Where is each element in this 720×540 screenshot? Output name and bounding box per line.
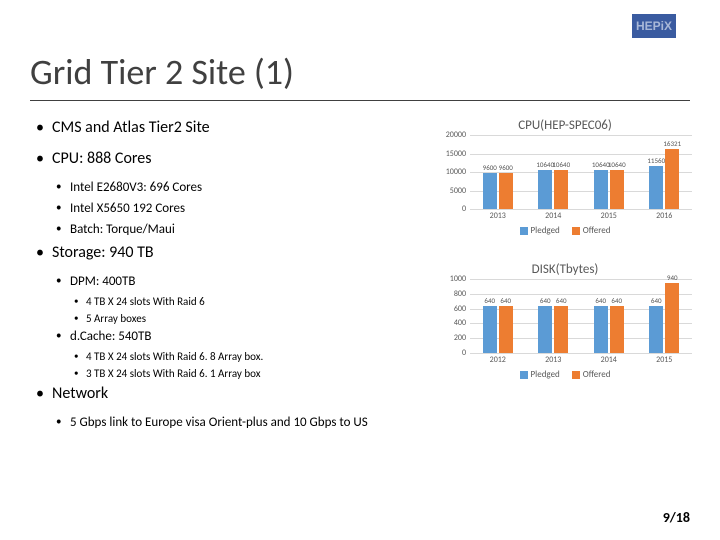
bar: 16321 [665, 149, 679, 209]
bar: 640 [538, 306, 552, 353]
bar-value-label: 640 [556, 296, 567, 305]
y-tick-label: 800 [438, 289, 466, 299]
legend-label: Offered [583, 369, 611, 380]
bar: 640 [649, 306, 663, 353]
y-tick-label: 1000 [438, 274, 466, 284]
y-tick-label: 15000 [438, 149, 466, 159]
x-tick-label: 2014 [601, 355, 617, 365]
legend-swatch [520, 227, 528, 235]
x-tick-label: 2014 [545, 211, 561, 221]
bar-value-label: 640 [611, 296, 622, 305]
legend-label: Pledged [531, 225, 560, 236]
grid-line [470, 135, 692, 136]
legend-item: Offered [572, 369, 611, 380]
y-tick-label: 0 [438, 348, 466, 358]
bar: 940 [665, 283, 679, 353]
bullet-item: Intel E2680V3: 696 Cores [30, 180, 450, 195]
chart: CPU(HEP-SPEC06) 0 5000 10000 15000 20000 2013 9… [438, 118, 692, 236]
grid-line [470, 294, 692, 295]
bar: 9600 [483, 173, 497, 209]
grid-line [470, 353, 692, 354]
bullet-item: 4 TB X 24 slots With Raid 6. 8 Array box… [30, 350, 450, 363]
x-tick-label: 2013 [490, 211, 506, 221]
bullet-item: DPM: 400TB [30, 274, 450, 289]
bar: 11560 [649, 166, 663, 209]
bullet-item: Storage: 940 TB [30, 243, 450, 262]
x-tick-label: 2012 [490, 355, 506, 365]
bar-value-label: 640 [484, 296, 495, 305]
bar: 10640 [610, 170, 624, 209]
bar-value-label: 10640 [552, 160, 570, 169]
bar-value-label: 10640 [608, 160, 626, 169]
y-tick-label: 400 [438, 318, 466, 328]
grid-line [470, 154, 692, 155]
bullet-item: CMS and Atlas Tier2 Site [30, 118, 450, 137]
bar: 640 [610, 306, 624, 353]
bullet-list: CMS and Atlas Tier2 Site CPU: 888 Cores In… [30, 118, 450, 436]
x-tick-label: 2015 [656, 355, 672, 365]
bar-value-label: 9600 [483, 163, 497, 172]
bullet-item: Network [30, 384, 450, 403]
legend-label: Offered [583, 225, 611, 236]
legend-item: Pledged [520, 225, 560, 236]
bar: 10640 [594, 170, 608, 209]
page-number: 9/18 [663, 509, 690, 526]
y-tick-label: 10000 [438, 167, 466, 177]
bar-value-label: 640 [595, 296, 606, 305]
bar: 640 [554, 306, 568, 353]
bar: 640 [499, 306, 513, 353]
title-underline [30, 100, 690, 101]
bullet-item: 4 TB X 24 slots With Raid 6 [30, 295, 450, 308]
x-tick-label: 2016 [656, 211, 672, 221]
legend-swatch [572, 371, 580, 379]
bar-value-label: 940 [667, 273, 678, 282]
bar-value-label: 640 [500, 296, 511, 305]
bullet-item: 5 Gbps link to Europe visa Orient-plus a… [30, 415, 450, 430]
page-title: Grid Tier 2 Site (1) [30, 50, 294, 94]
bar-value-label: 640 [540, 296, 551, 305]
chart-box: 0500010000150002000020139600960020141064… [438, 135, 692, 221]
chart-legend: Pledged Offered [438, 225, 692, 236]
y-tick-label: 5000 [438, 186, 466, 196]
legend-item: Offered [572, 225, 611, 236]
legend-swatch [572, 227, 580, 235]
bullet-item: 5 Array boxes [30, 312, 450, 325]
bar: 9600 [499, 173, 513, 209]
bullet-item: Intel X5650 192 Cores [30, 201, 450, 216]
bar: 640 [483, 306, 497, 353]
x-tick-label: 2013 [545, 355, 561, 365]
legend-label: Pledged [531, 369, 560, 380]
bullet-item: 3 TB X 24 slots With Raid 6. 1 Array box [30, 367, 450, 380]
chart-legend: Pledged Offered [438, 369, 692, 380]
grid-line [470, 279, 692, 280]
y-tick-label: 600 [438, 304, 466, 314]
bar: 640 [594, 306, 608, 353]
chart-title: CPU(HEP-SPEC06) [438, 118, 692, 133]
y-tick-label: 0 [438, 204, 466, 214]
bar-value-label: 9600 [499, 163, 513, 172]
chart-title: DISK(Tbytes) [438, 262, 692, 277]
bar-value-label: 640 [651, 296, 662, 305]
bullet-item: Batch: Torque/Maui [30, 222, 450, 237]
grid-line [470, 209, 692, 210]
chart-box: 0200400600800100020126406402013640640201… [438, 279, 692, 365]
bullet-item: CPU: 888 Cores [30, 149, 450, 168]
hepix-logo: HEPiX [632, 14, 676, 38]
legend-item: Pledged [520, 369, 560, 380]
legend-swatch [520, 371, 528, 379]
bar-value-label: 16321 [663, 139, 681, 148]
bar-value-label: 11560 [647, 156, 665, 165]
chart: DISK(Tbytes)0200400600800100020126406402… [438, 262, 692, 380]
x-tick-label: 2015 [601, 211, 617, 221]
bar: 10640 [538, 170, 552, 209]
bullet-item: d.Cache: 540TB [30, 329, 450, 344]
y-tick-label: 200 [438, 333, 466, 343]
y-tick-label: 20000 [438, 130, 466, 140]
bar: 10640 [554, 170, 568, 209]
